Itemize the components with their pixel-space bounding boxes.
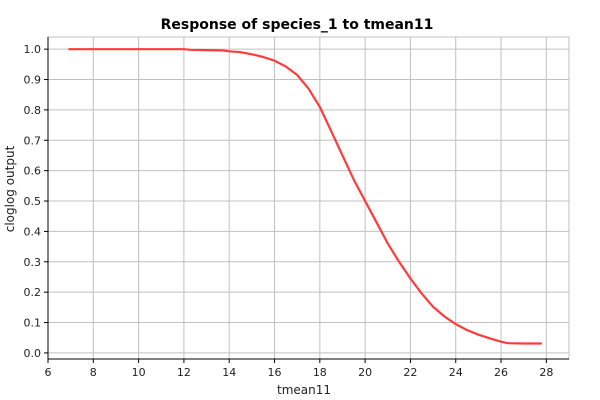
y-tick-label: 0.4 — [24, 225, 42, 238]
x-tick-label: 20 — [358, 366, 372, 379]
y-tick-label: 0.6 — [24, 165, 42, 178]
y-tick-label: 1.0 — [24, 43, 42, 56]
x-tick-label: 6 — [45, 366, 52, 379]
chart-title: Response of species_1 to tmean11 — [161, 17, 434, 33]
x-tick-label: 24 — [449, 366, 463, 379]
x-tick-label: 28 — [539, 366, 553, 379]
x-tick-label: 12 — [177, 366, 191, 379]
response-curve-line — [68, 48, 542, 345]
x-tick-label: 22 — [403, 366, 417, 379]
y-tick-label: 0.3 — [24, 256, 42, 269]
x-tick-label: 16 — [268, 366, 282, 379]
x-tick-label: 8 — [90, 366, 97, 379]
x-tick-label: 18 — [313, 366, 327, 379]
y-tick-label: 0.1 — [24, 317, 42, 330]
tick-layer: 6 8 10 12 14 16 18 20 22 24 26 28 0.0 0.1 0.2 0.3 0.4 0.5… — [24, 37, 569, 379]
y-tick-label: 0.9 — [24, 74, 42, 87]
grid-layer — [47, 37, 569, 359]
series-layer — [68, 48, 542, 345]
y-axis-label: cloglog output — [3, 145, 17, 232]
x-tick-label: 10 — [132, 366, 146, 379]
y-tick-label: 0.2 — [24, 286, 42, 299]
x-axis-label: tmean11 — [277, 383, 331, 397]
y-tick-label: 0.0 — [24, 347, 42, 360]
x-tick-label: 26 — [494, 366, 508, 379]
y-tick-label: 0.5 — [24, 195, 42, 208]
x-tick-label: 14 — [222, 366, 236, 379]
y-tick-label: 0.7 — [24, 134, 42, 147]
y-tick-label: 0.8 — [24, 104, 42, 117]
